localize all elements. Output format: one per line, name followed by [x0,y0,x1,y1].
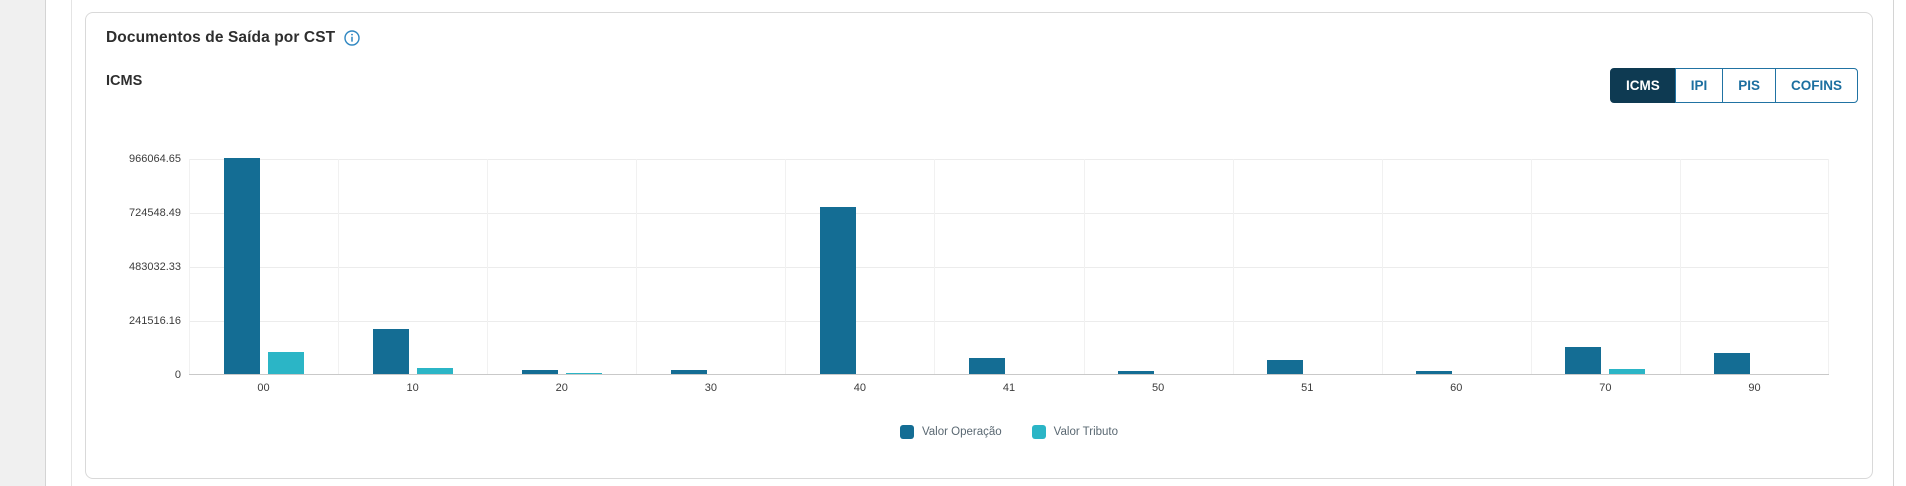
h-gridline [189,267,1829,268]
y-tick-label: 483032.33 [129,261,181,273]
bar-group-90 [1680,159,1829,374]
bar-group-41 [934,159,1083,374]
bar-10-valor-tributo [416,367,453,374]
bar-chart: 0 241516.16 483032.33 724548.49 966064.65 00… [106,153,1829,439]
bar-60-valor-operação [1416,371,1453,374]
x-tick-label-51: 51 [1301,382,1314,394]
v-gridline [785,159,787,374]
plot-area [189,158,1829,375]
tab-icms[interactable]: ICMS [1609,68,1676,103]
tab-cofins[interactable]: COFINS [1774,68,1858,103]
page-title: Documentos de Saída por CST [106,29,336,46]
tax-type-tab-group: ICMS IPI PIS COFINS [1609,68,1858,103]
tab-pis[interactable]: PIS [1722,68,1776,103]
x-tick-label-41: 41 [1002,382,1016,394]
bar-group-00 [189,158,338,374]
y-tick-label: 0 [174,369,181,381]
legend-label: Valor Tributo [1053,426,1119,438]
bar-group-20 [487,159,636,374]
x-tick-label-40: 40 [853,382,867,394]
v-gridline [636,159,638,374]
v-gridline [338,159,340,374]
tab-ipi[interactable]: IPI [1674,68,1724,103]
y-tick-label: 724548.49 [129,207,181,219]
bar-30-valor-operação [670,370,707,374]
bar-20-valor-tributo [565,372,602,374]
x-tick-label-00: 00 [257,382,270,394]
bar-00-valor-tributo [267,351,304,374]
bar-10-valor-operação [372,329,409,374]
legend-item-valor-operação: Valor Operação [899,425,1002,439]
x-tick-label-60: 60 [1450,382,1463,394]
y-tick-label: 241516.16 [129,315,181,327]
panel-divider-line [71,0,72,486]
bar-51-valor-operação [1267,359,1304,374]
documents-by-cst-card: Documentos de Saída por CST ICMS ICMS IPI… [85,12,1873,479]
h-gridline [189,321,1829,322]
bar-group-51 [1233,159,1382,374]
x-tick-label-10: 10 [406,382,419,394]
v-gridline [189,159,190,374]
v-gridline [1530,159,1532,374]
v-gridline [1232,159,1234,374]
bar-group-60 [1382,159,1531,374]
y-axis: 0 241516.16 483032.33 724548.49 966064.65 [106,153,189,381]
bar-group-70 [1531,159,1680,374]
bar-41-valor-operação [969,357,1006,374]
x-tick-label-20: 20 [555,382,568,394]
h-gridline [189,159,1829,160]
bar-40-valor-operação [819,206,856,374]
legend-label: Valor Operação [921,426,1002,438]
v-gridline [487,159,489,374]
page-right-divider [1893,0,1894,486]
x-tick-label-90: 90 [1748,382,1761,394]
x-tick-label-50: 50 [1151,382,1165,394]
bar-70-valor-tributo [1609,369,1646,374]
chart-legend: Valor Operação Valor Tributo [189,425,1829,439]
bar-70-valor-operação [1565,347,1602,374]
bar-group-10 [338,159,487,374]
v-gridline [1083,159,1085,374]
v-gridline [1381,159,1383,374]
v-gridline [934,159,936,374]
card-header: Documentos de Saída por CST [106,29,360,47]
legend-swatch [1031,425,1046,439]
v-gridline [1828,159,1829,374]
bar-00-valor-operação [223,158,260,374]
x-axis: 00 10 20 30 40 41 50 51 60 70 90 [189,382,1829,394]
x-tick-label-30: 30 [704,382,717,394]
chart-subtitle: ICMS [106,73,143,89]
y-tick-label: 966064.65 [129,153,181,165]
v-gridline [1679,159,1681,374]
bar-group-40 [785,159,934,374]
bar-group-30 [636,159,785,374]
bars-layer [189,158,1829,374]
bar-group-50 [1084,159,1233,374]
h-gridline [189,213,1829,214]
x-tick-label-70: 70 [1599,382,1612,394]
legend-item-valor-tributo: Valor Tributo [1031,425,1119,439]
bar-20-valor-operação [521,369,558,374]
page-left-gutter [0,0,46,486]
bar-50-valor-operação [1118,371,1155,374]
bar-90-valor-operação [1714,352,1751,374]
info-icon[interactable] [344,30,360,46]
legend-swatch [899,425,914,439]
